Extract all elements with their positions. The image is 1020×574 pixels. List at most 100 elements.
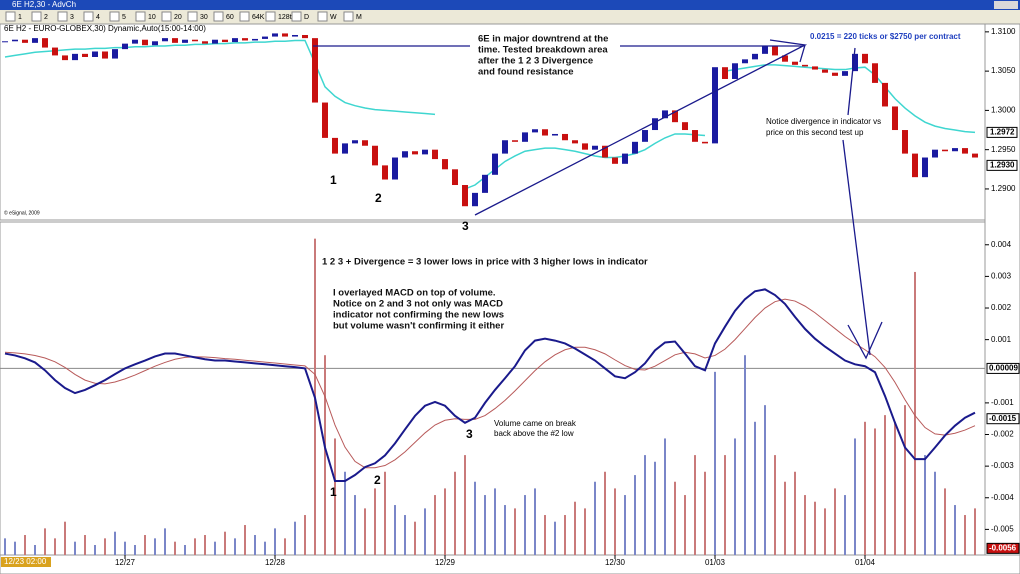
y-tick-label: 1.3100 <box>991 27 1016 36</box>
candle <box>522 132 528 142</box>
candle <box>892 106 898 131</box>
candle <box>452 169 458 186</box>
annotation: after the 1 2 3 Divergence <box>478 56 593 67</box>
toolbar-label: 2 <box>44 14 48 21</box>
start-label-box <box>1 557 51 567</box>
volume-bar <box>674 481 676 555</box>
candle <box>422 149 428 155</box>
toolbar-label: W <box>330 14 337 21</box>
value-box <box>986 362 1020 374</box>
volume-bar <box>594 481 596 555</box>
start-label: 12/23 02:00 <box>4 557 47 566</box>
y-tick-label: 0.003 <box>991 272 1012 281</box>
candle <box>72 53 78 61</box>
candle <box>582 143 588 150</box>
low-label: 1 <box>330 485 337 499</box>
volume-bar <box>714 371 716 555</box>
candle <box>722 67 728 79</box>
volume-bar <box>564 515 566 555</box>
x-tick-label: 12/30 <box>605 558 626 567</box>
low-label: 1 <box>330 173 337 187</box>
candle <box>812 66 818 70</box>
window-buttons[interactable] <box>994 1 1018 9</box>
volume-bar <box>384 471 386 555</box>
toolbar-button[interactable] <box>291 11 302 22</box>
title-bar <box>0 0 1020 10</box>
candle <box>492 153 498 175</box>
candle <box>442 159 448 170</box>
candle <box>152 41 158 46</box>
value-box-label: -0.0056 <box>989 543 1017 552</box>
volume-bar <box>344 471 346 555</box>
toolbar-button[interactable] <box>135 11 146 22</box>
toolbar-label: 60 <box>226 14 234 21</box>
toolbar-button[interactable] <box>213 11 224 22</box>
volume-bar <box>944 488 946 555</box>
toolbar-button[interactable] <box>343 11 354 22</box>
annotation: indicator not confirming the new lows <box>333 310 504 321</box>
candle <box>572 140 578 144</box>
candle <box>862 53 868 64</box>
price-panel <box>0 23 986 221</box>
toolbar-label: 20 <box>174 14 182 21</box>
toolbar-label: 4 <box>96 14 100 21</box>
candle <box>832 72 838 76</box>
volume-bar <box>754 421 756 555</box>
low-label: 2 <box>374 473 381 487</box>
volume-bar <box>924 455 926 555</box>
low-label: 3 <box>466 427 473 441</box>
candle <box>92 51 98 57</box>
toolbar-label: 1 <box>18 14 22 21</box>
candle <box>472 192 478 207</box>
volume-bar <box>284 538 286 555</box>
candle <box>662 110 668 119</box>
volume-bar <box>724 455 726 555</box>
x-tick-label: 12/28 <box>265 558 286 567</box>
candle <box>332 137 338 154</box>
volume-bar <box>444 488 446 555</box>
candle <box>542 129 548 136</box>
volume-bar <box>764 405 766 555</box>
candle <box>962 148 968 154</box>
candle <box>782 55 788 62</box>
volume-bar <box>874 428 876 555</box>
volume-bar <box>124 541 126 555</box>
toolbar-button[interactable] <box>317 11 328 22</box>
candle <box>822 69 828 73</box>
candle <box>532 129 538 133</box>
candle <box>742 59 748 64</box>
candle <box>22 39 28 43</box>
candle <box>122 43 128 50</box>
candle <box>142 39 148 46</box>
candle <box>592 145 598 150</box>
candle <box>252 38 258 41</box>
candle <box>102 51 108 59</box>
volume-bar <box>974 508 976 555</box>
toolbar-button[interactable] <box>31 11 42 22</box>
toolbar-button[interactable] <box>83 11 94 22</box>
low-label: 3 <box>462 219 469 233</box>
volume-bar <box>94 545 96 555</box>
volume-bar <box>304 515 306 555</box>
candle <box>952 148 958 152</box>
toolbar-button[interactable] <box>5 11 16 22</box>
toolbar-button[interactable] <box>187 11 198 22</box>
toolbar-label: M <box>356 14 362 21</box>
candle <box>842 71 848 76</box>
annotation: back above the #2 low <box>494 429 574 438</box>
toolbar-button[interactable] <box>109 11 120 22</box>
toolbar-button[interactable] <box>265 11 276 22</box>
price-box-label: 1.2930 <box>990 160 1015 169</box>
y-tick-label: -0.002 <box>991 430 1014 439</box>
toolbar-button[interactable] <box>57 11 68 22</box>
candle <box>902 130 908 154</box>
candle <box>302 34 308 39</box>
candle <box>552 133 558 136</box>
candle <box>162 38 168 42</box>
toolbar-button[interactable] <box>161 11 172 22</box>
toolbar-label: 64K <box>252 14 265 21</box>
toolbar-button[interactable] <box>239 11 250 22</box>
annotation: 1 2 3 + Divergence = 3 lower lows in pri… <box>322 257 648 268</box>
candle <box>602 145 608 158</box>
chart-header: 6E H2 - EURO-GLOBEX,30) Dynamic,Auto(15:… <box>4 24 206 33</box>
